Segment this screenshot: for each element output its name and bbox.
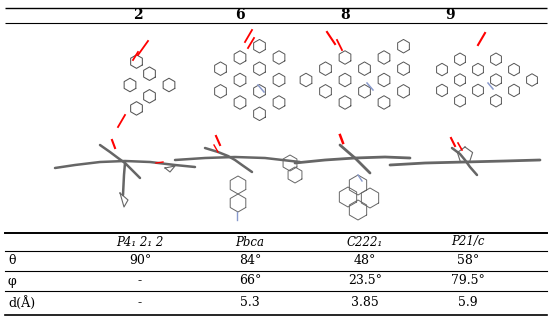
Text: Pbca: Pbca	[236, 236, 264, 249]
Text: 90°: 90°	[129, 255, 151, 268]
Text: 6: 6	[235, 8, 245, 22]
Text: 23.5°: 23.5°	[348, 275, 382, 288]
Text: 9: 9	[445, 8, 455, 22]
Text: 66°: 66°	[239, 275, 261, 288]
Text: 2: 2	[133, 8, 143, 22]
Text: 5.9: 5.9	[458, 296, 478, 309]
Text: C222₁: C222₁	[347, 236, 383, 249]
Text: θ: θ	[8, 255, 15, 268]
Text: P21/c: P21/c	[451, 236, 485, 249]
Text: 3.85: 3.85	[351, 296, 379, 309]
Text: φ: φ	[8, 275, 17, 288]
Text: 8: 8	[340, 8, 350, 22]
Text: 58°: 58°	[457, 255, 479, 268]
Text: 79.5°: 79.5°	[451, 275, 485, 288]
Text: -: -	[138, 296, 142, 309]
Text: d(Å): d(Å)	[8, 296, 35, 310]
Text: 84°: 84°	[239, 255, 261, 268]
Text: 48°: 48°	[354, 255, 376, 268]
Text: P4₁ 2₁ 2: P4₁ 2₁ 2	[116, 236, 164, 249]
Text: -: -	[138, 275, 142, 288]
Text: 5.3: 5.3	[240, 296, 260, 309]
